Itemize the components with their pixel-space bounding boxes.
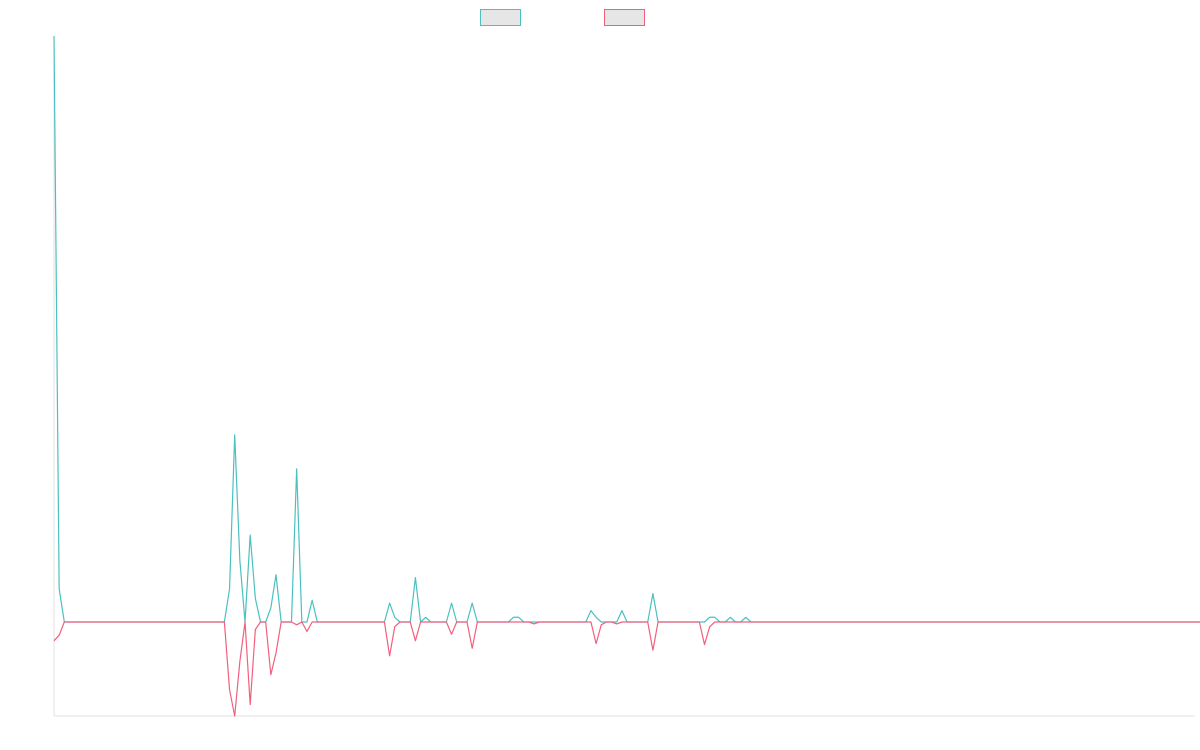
series-line-2 bbox=[53, 621, 1200, 717]
legend bbox=[480, 9, 645, 26]
legend-swatch-1 bbox=[480, 9, 521, 26]
axes bbox=[53, 36, 1195, 717]
series-layer bbox=[53, 35, 1200, 717]
series-line-1 bbox=[53, 35, 1200, 623]
legend-swatch-2 bbox=[604, 9, 645, 26]
